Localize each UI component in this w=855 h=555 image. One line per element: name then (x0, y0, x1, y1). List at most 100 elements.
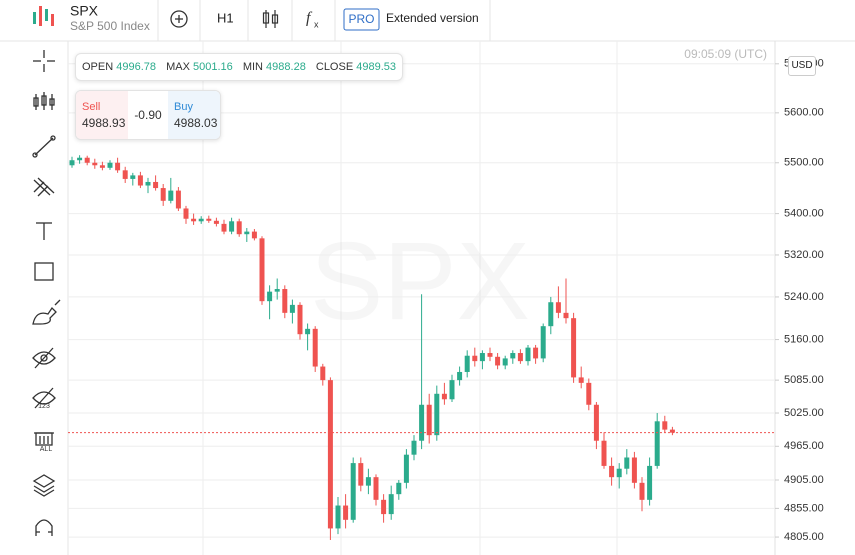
candle-body (137, 175, 143, 186)
candle-body (267, 291, 273, 302)
candle-body (548, 302, 554, 327)
ohlc-value: 4988.28 (266, 61, 306, 73)
candle-body (198, 218, 204, 222)
candle-body (654, 421, 660, 466)
ohlc-label: CLOSE (315, 61, 354, 73)
candle-body (555, 302, 561, 313)
delete-label: ALL (40, 446, 53, 453)
candle-body (107, 162, 113, 168)
candle-body (472, 355, 478, 362)
sell-button[interactable]: Sell 4988.93 (76, 91, 128, 139)
hide-indicators-tool[interactable] (32, 387, 56, 409)
shape-tool[interactable] (34, 262, 54, 281)
ohlc-label: MIN (242, 61, 263, 73)
brush-tool[interactable] (32, 299, 61, 325)
candle-body (327, 380, 333, 529)
header-bg (0, 0, 855, 41)
candle-body (206, 218, 212, 221)
candle-body (669, 429, 675, 433)
candle-body (479, 353, 485, 362)
pro-badge-box[interactable] (343, 8, 380, 31)
interval-button[interactable]: H1 (217, 10, 234, 25)
candle-body (160, 188, 166, 201)
y-tick-label: 5025.00 (784, 407, 824, 419)
candle-body (92, 162, 98, 166)
candle-body (229, 221, 235, 232)
add-button[interactable] (170, 10, 188, 28)
buy-price[interactable]: 4988.03 (174, 116, 218, 130)
candle-body (274, 289, 280, 292)
candle-body (381, 499, 387, 515)
layers-tool[interactable] (32, 474, 56, 497)
candle-body (312, 328, 318, 367)
y-tick-label: 5085.00 (784, 374, 824, 386)
candle-body (282, 289, 288, 313)
currency-button[interactable]: USD (788, 56, 816, 76)
candle-body (145, 181, 151, 186)
y-tick-label: 5500.00 (784, 157, 824, 169)
candle-body (396, 482, 402, 495)
crosshair-tool[interactable] (33, 50, 55, 72)
sell-price[interactable]: 4988.93 (82, 116, 126, 130)
candle-body (510, 353, 516, 359)
y-tick-label: 5600.00 (784, 107, 824, 119)
candle-body (616, 468, 622, 478)
ohlc-value: 4996.78 (116, 61, 157, 73)
ohlc-label: OPEN (82, 61, 114, 73)
candle-body (624, 457, 630, 469)
candle-body (69, 160, 75, 166)
candle-body (244, 231, 250, 235)
candle-body (84, 157, 90, 163)
ohlc-box: OPEN 4996.78 MAX 5001.16 MIN 4988.28 CLO… (75, 53, 403, 81)
chart-type-button[interactable] (262, 10, 279, 28)
sell-label[interactable]: Sell (82, 101, 101, 113)
candle-body (457, 371, 463, 381)
symbol-name: S&P 500 Index (70, 19, 150, 33)
pro-badge[interactable]: PRO (348, 12, 374, 26)
candle-body (343, 505, 349, 520)
candle-body (175, 190, 181, 209)
candle-body (586, 382, 592, 405)
clock: 09:05:09 (UTC) (684, 47, 767, 61)
candle-body (335, 505, 341, 529)
candle-body (115, 162, 121, 171)
y-tick-label: 5400.00 (784, 208, 824, 220)
candle-body (434, 393, 440, 436)
text-tool[interactable] (36, 222, 52, 240)
candles-tool[interactable] (33, 92, 55, 110)
candle-body (297, 304, 303, 335)
candle-body (236, 221, 242, 235)
candle-body (517, 353, 523, 362)
candle-body (191, 218, 197, 222)
ohlc-label: MAX (166, 61, 190, 73)
candle-body (540, 326, 546, 359)
candle-body (251, 231, 257, 239)
y-tick-label: 4965.00 (784, 440, 824, 452)
y-tick-label: 5240.00 (784, 291, 824, 303)
candle-body (183, 208, 189, 219)
buy-button[interactable]: Buy 4988.03 (168, 91, 220, 139)
candle-body (571, 318, 577, 378)
candle-body (358, 463, 364, 486)
symbol: SPX (70, 3, 99, 19)
candle-body (449, 380, 455, 400)
candle-body (365, 477, 371, 486)
candle-body (631, 457, 637, 483)
svg-text:f: f (306, 10, 313, 27)
candle-body (487, 353, 493, 357)
candle-body (419, 404, 425, 441)
y-tick-label: 4905.00 (784, 474, 824, 486)
hide-drawings-tool[interactable] (32, 347, 56, 369)
candle-body (593, 404, 599, 441)
candle-body (168, 190, 174, 201)
line-tool[interactable] (32, 135, 56, 158)
buy-label[interactable]: Buy (174, 101, 193, 113)
candle-body (525, 347, 531, 362)
pro-label[interactable]: Extended version (386, 11, 479, 25)
magnet-tool[interactable] (35, 519, 53, 536)
candle-body (563, 312, 569, 319)
fib-tool[interactable] (33, 177, 55, 197)
delete-tool[interactable] (34, 432, 54, 446)
